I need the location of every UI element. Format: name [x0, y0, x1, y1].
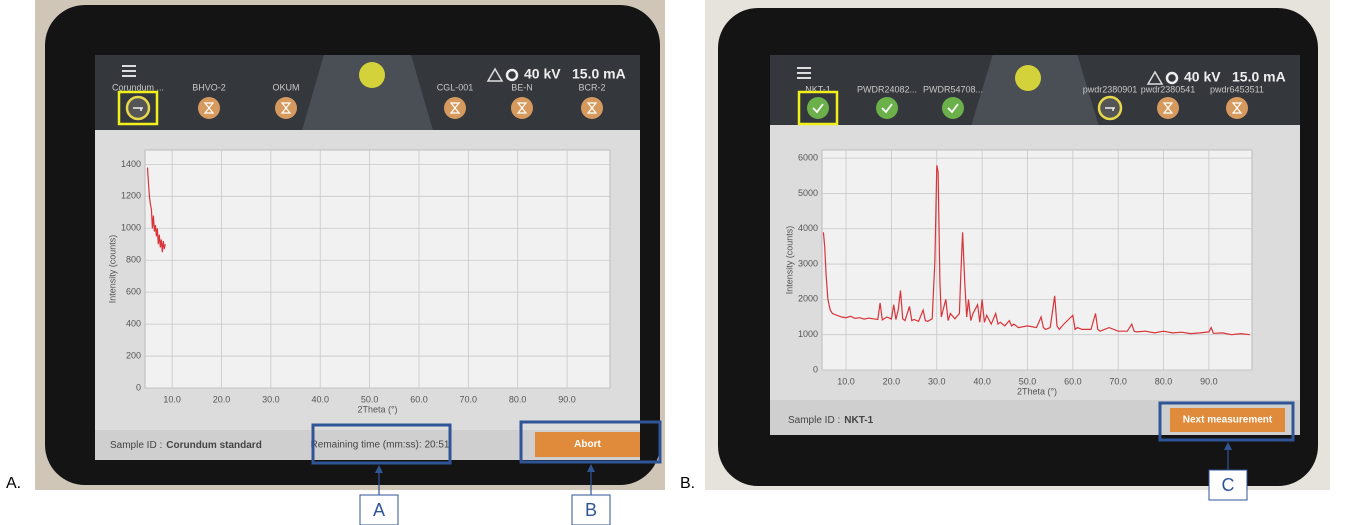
y-tick-label: 1400 — [121, 159, 141, 169]
x-tick-label: 70.0 — [1109, 376, 1127, 386]
x-tick-label: 60.0 — [1064, 376, 1082, 386]
x-tick-label: 50.0 — [361, 394, 379, 404]
y-tick-label: 4000 — [798, 223, 818, 233]
x-axis-label: 2Theta (°) — [1017, 386, 1057, 396]
status-light — [1015, 65, 1041, 91]
plot-area — [145, 150, 610, 388]
callout-letter: A — [373, 500, 385, 520]
y-tick-label: 2000 — [798, 294, 818, 304]
y-tick-label: 5000 — [798, 188, 818, 198]
sample-id: Sample ID : Corundum standard — [110, 440, 262, 451]
y-tick-label: 600 — [126, 287, 141, 297]
plot-area — [822, 150, 1252, 370]
status-light — [359, 62, 385, 88]
sample-name: pwdr2380541 — [1141, 84, 1196, 94]
voltage: 40 kV — [1184, 69, 1221, 85]
current: 15.0 mA — [572, 66, 626, 82]
x-tick-label: 40.0 — [311, 394, 329, 404]
sample-id-value: Corundum standard — [166, 440, 262, 451]
sample-name: CGL-001 — [437, 82, 474, 92]
sample-name: BE-N — [511, 82, 533, 92]
panel-label: A. — [6, 475, 21, 492]
x-tick-label: 30.0 — [262, 394, 280, 404]
sample-name: BHVO-2 — [192, 82, 226, 92]
x-tick-label: 80.0 — [509, 394, 527, 404]
sample-name: PWDR54708... — [923, 84, 983, 94]
sample-name: pwdr2380901 — [1083, 84, 1138, 94]
y-tick-label: 1000 — [798, 329, 818, 339]
x-tick-label: 20.0 — [883, 376, 901, 386]
sample-id-label: Sample ID : — [788, 415, 840, 426]
sample-id-label: Sample ID : — [110, 440, 162, 451]
header-center — [971, 55, 1098, 125]
y-axis-label: Intensity (counts) — [784, 226, 794, 295]
action-button-label: Next measurement — [1183, 415, 1273, 426]
y-tick-label: 3000 — [798, 258, 818, 268]
x-tick-label: 10.0 — [837, 376, 855, 386]
voltage: 40 kV — [524, 66, 561, 82]
current: 15.0 mA — [1232, 69, 1286, 85]
remaining-time: Remaining time (mm:ss): 20:51 — [311, 440, 450, 451]
y-tick-label: 0 — [136, 382, 141, 392]
sample-status — [876, 97, 898, 119]
x-tick-label: 90.0 — [558, 394, 576, 404]
x-tick-label: 90.0 — [1200, 376, 1218, 386]
panel-label: B. — [680, 475, 695, 492]
sample-id-value: NKT-1 — [844, 415, 873, 426]
y-axis-label: Intensity (counts) — [107, 235, 117, 304]
y-tick-label: 0 — [813, 364, 818, 374]
sample-name: OKUM — [273, 82, 300, 92]
x-tick-label: 60.0 — [410, 394, 428, 404]
sample-status — [807, 97, 829, 119]
figure: A. B. 40 kV15.0 mACorundum ...BHVO-2OKUM… — [0, 0, 1345, 525]
x-tick-label: 70.0 — [460, 394, 478, 404]
x-tick-label: 10.0 — [163, 394, 181, 404]
sample-name: BCR-2 — [578, 82, 605, 92]
y-tick-label: 6000 — [798, 152, 818, 162]
callout-letter: B — [585, 500, 597, 520]
x-tick-label: 80.0 — [1155, 376, 1173, 386]
x-tick-label: 30.0 — [928, 376, 946, 386]
sample-name: PWDR24082... — [857, 84, 917, 94]
sample-id: Sample ID : NKT-1 — [788, 415, 874, 426]
sample-name: pwdr6453511 — [1210, 84, 1264, 94]
x-axis-label: 2Theta (°) — [357, 404, 397, 414]
action-button-label: Abort — [574, 439, 601, 450]
y-tick-label: 1000 — [121, 223, 141, 233]
y-tick-label: 200 — [126, 350, 141, 360]
callout-letter: C — [1222, 475, 1235, 495]
y-tick-label: 1200 — [121, 191, 141, 201]
y-tick-label: 400 — [126, 318, 141, 328]
x-tick-label: 20.0 — [213, 394, 231, 404]
x-tick-label: 50.0 — [1019, 376, 1037, 386]
y-tick-label: 800 — [126, 255, 141, 265]
sample-status — [942, 97, 964, 119]
x-tick-label: 40.0 — [973, 376, 991, 386]
